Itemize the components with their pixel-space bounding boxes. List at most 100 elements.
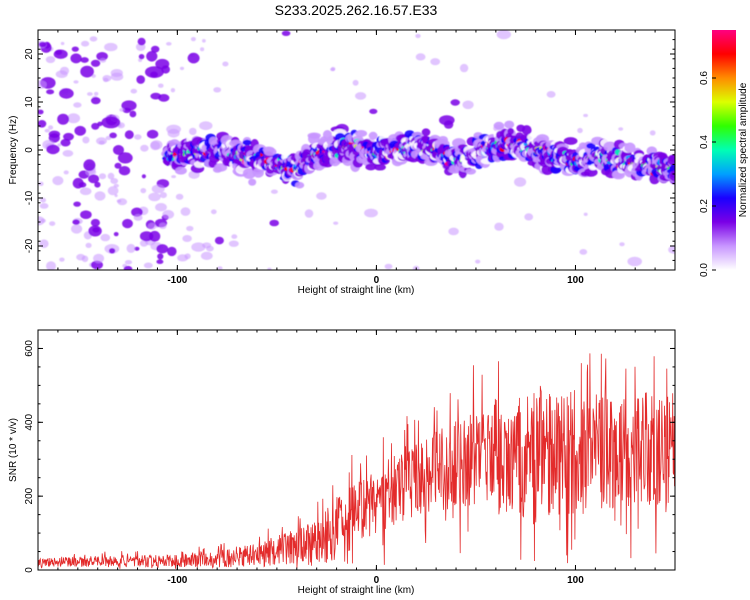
spectrogram-noise-blob [99, 58, 107, 63]
spectrogram-noise-blob [96, 137, 107, 145]
spectrogram-noise-blob [123, 265, 133, 270]
spectrogram-noise-blob [143, 262, 153, 269]
spectrogram-noise-blob [191, 242, 206, 252]
spectrogram-noise-blob [90, 59, 101, 67]
spectrogram-noise-blob [333, 221, 339, 225]
colorbar-tick-label: 0.6 [699, 71, 710, 85]
spectrogram-noise-blob [182, 235, 192, 242]
spectrogram-noise-blob [107, 186, 119, 196]
spectrogram-noise-blob [66, 113, 81, 124]
spectrogram-noise-blob [524, 213, 534, 221]
spectrogram-signal-blob [308, 133, 320, 145]
spectrogram-noise-blob [158, 83, 164, 88]
spectrogram-noise-blob [133, 214, 143, 221]
spectrogram-noise-blob [38, 216, 45, 226]
spectrogram-noise-blob [155, 58, 170, 70]
spectrogram-signal-blob [248, 178, 257, 186]
spectrogram-noise-blob [352, 79, 359, 86]
spectrogram-noise-blob [200, 251, 213, 260]
spectrogram-noise-blob [415, 53, 426, 61]
spectrogram-noise-blob [462, 100, 474, 110]
spectrogram-noise-blob [38, 80, 47, 89]
spectrogram-noise-blob [190, 37, 196, 42]
colorbar-tick-label: 0.2 [699, 199, 710, 213]
spectrogram-noise-blob [139, 231, 154, 242]
spectrogram-signal-blob [421, 128, 431, 137]
spectrogram-noise-blob [668, 245, 675, 254]
spectrogram-noise-blob [140, 188, 147, 194]
spectrogram-noise-blob [147, 222, 157, 230]
x-tick-label: 0 [374, 275, 380, 286]
spectrogram-noise-blob [117, 152, 133, 164]
spectrogram-noise-blob [649, 130, 656, 136]
spectrogram-noise-blob [146, 129, 159, 139]
spectrogram-noise-blob [156, 244, 169, 254]
spectrogram-noise-blob [141, 174, 146, 179]
spectrogram-noise-blob [78, 182, 87, 188]
spectrogram-noise-blob [80, 65, 94, 78]
spectrogram-noise-blob [330, 66, 336, 71]
spectrogram-noise-blob [48, 125, 54, 130]
spectrogram-noise-blob [146, 51, 158, 62]
spectrogram-noise-blob [177, 254, 189, 262]
spectrogram-noise-blob [158, 222, 167, 229]
spectrogram-noise-blob [415, 33, 421, 39]
snr-x-label: Height of straight line (km) [298, 585, 415, 596]
spectrogram-noise-blob [200, 47, 205, 52]
figure-title: S233.2025.262.16.57.E33 [275, 2, 438, 18]
spectrogram-noise-blob [129, 110, 137, 118]
y-tick-label: 200 [24, 487, 35, 504]
y-tick-label: 600 [24, 340, 35, 357]
spectrogram-noise-blob [52, 176, 64, 186]
colorbar-label: Normalized spectral amplitude [738, 82, 749, 217]
spectrogram-noise-blob [151, 184, 165, 194]
spectrogram-noise-blob [38, 109, 44, 115]
spectrogram-signal-blob [355, 130, 368, 137]
spectrogram-noise-blob [92, 227, 100, 233]
spectrogram-noise-blob [134, 246, 140, 251]
spectrogram-signal-blob [641, 176, 651, 184]
spectrogram-signal-blob [624, 142, 636, 153]
spectrogram-noise-blob [618, 127, 624, 131]
snr-series-line [38, 353, 675, 569]
spectrogram-noise-blob [496, 30, 511, 40]
y-tick-label: 400 [24, 414, 35, 431]
spectrogram-noise-blob [98, 173, 107, 180]
spectrogram-noise-blob [134, 134, 142, 140]
spectrogram-noise-blob [46, 144, 60, 155]
spectrogram-signal-blob [368, 131, 378, 140]
spectrogram-noise-blob [113, 232, 119, 237]
spectrogram-noise-blob [583, 113, 588, 118]
colorbar: 0.0 0.2 0.4 0.6 Normalized spectral amplitu… [699, 30, 749, 277]
spectrogram-noise-blob [214, 236, 224, 245]
spectrogram-noise-blob [364, 208, 378, 218]
spectrogram-noise-blob [231, 234, 238, 239]
spectrogram-noise-blob [130, 88, 138, 94]
spectrogram-noise-blob [175, 193, 184, 200]
spectrogram-noise-blob [627, 256, 642, 267]
spectrogram-signal-blob [521, 125, 532, 136]
spectrogram-noise-blob [150, 71, 158, 78]
spectrogram-noise-blob [156, 259, 164, 265]
spectrogram-noise-blob [63, 132, 74, 141]
spectrogram-noise-blob [124, 260, 133, 265]
spectrogram-noise-blob [62, 150, 74, 157]
spectrogram-noise-blob [187, 52, 200, 64]
spectrogram-noise-blob [140, 144, 149, 152]
spectrogram-noise-blob [48, 130, 61, 138]
spectrogram-noise-blob [59, 257, 65, 262]
spectrogram-noise-blob [71, 224, 83, 234]
spectrogram-signal-blob [214, 163, 228, 172]
spectrogram-noise-blob [494, 222, 504, 231]
spectrogram-noise-blob [270, 189, 278, 194]
spectrogram-noise-blob [583, 212, 588, 216]
spectrogram-signal-blob [295, 181, 305, 189]
spectrogram-noise-blob [89, 36, 98, 42]
spectrogram-noise-blob [110, 178, 119, 184]
spectrogram-noise-blob [475, 259, 481, 264]
spectrogram-noise-blob [148, 192, 161, 202]
spectrogram-signal-blob [669, 164, 675, 171]
